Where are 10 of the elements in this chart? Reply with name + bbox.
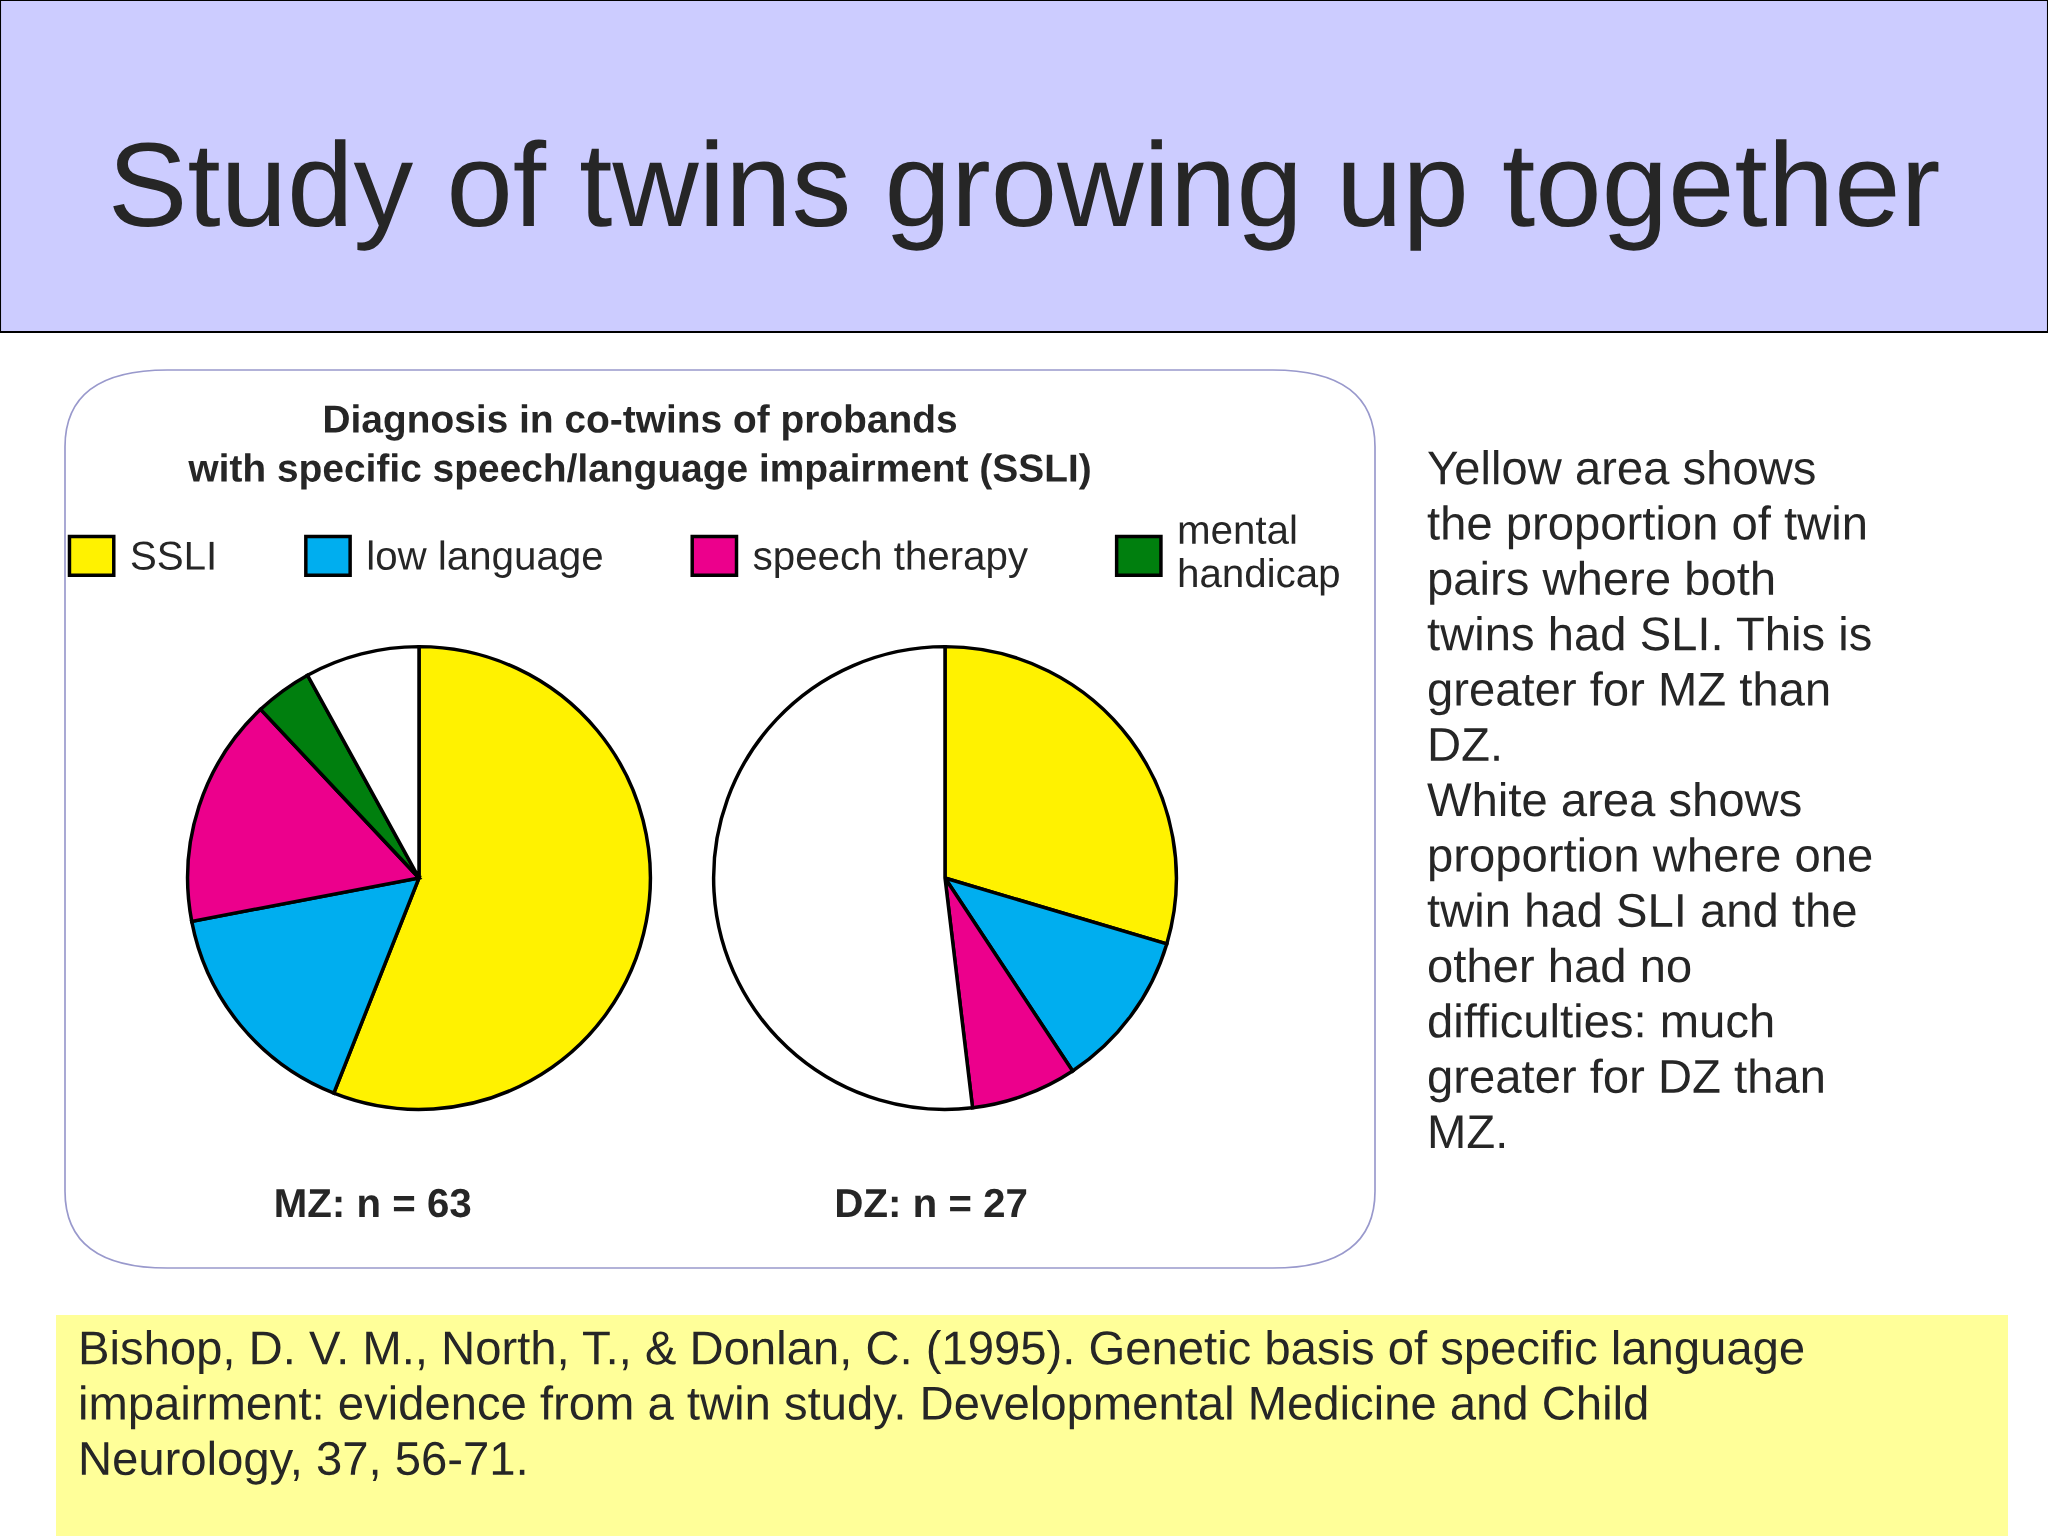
text: Yellow area shows the proportion of twin pairs where both twins had SLI. This is greater for MZ than DZ. White area shows proportion where one twin had SLI and the other had no difficulties: much greater for DZ than MZ. <box>1427 450 1872 1148</box>
chart-subtitle: Diagnosis in co-twins of probands with specific speech/language impairment (SSLI) <box>188 404 1090 490</box>
text: Bishop, D. V. M., North, T., & Donlan, C. (1995). Genetic basis of specific language impairment: evidence from a twin study. Developmental Medicine and Child Neurology, 37, 56-71. <box>81 1330 1804 1485</box>
legend-label: SSLI <box>131 541 214 570</box>
text: DZ: n = 27 <box>837 1188 1027 1217</box>
text: MZ: n = 63 <box>276 1188 471 1218</box>
legend-label: speech therapy <box>753 540 1028 578</box>
legend-label: mental handicap <box>1179 514 1339 596</box>
chart-title: Study of twins growing up together <box>113 139 1939 251</box>
legend-label: low language <box>368 540 602 578</box>
